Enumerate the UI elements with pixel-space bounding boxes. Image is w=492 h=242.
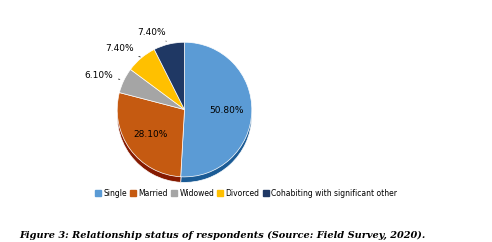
Wedge shape [120, 69, 184, 110]
Text: 50.80%: 50.80% [209, 106, 244, 115]
Wedge shape [120, 75, 184, 115]
Wedge shape [154, 42, 184, 110]
Text: 6.10%: 6.10% [84, 71, 120, 80]
Wedge shape [181, 42, 252, 177]
Wedge shape [154, 48, 184, 115]
Wedge shape [117, 98, 184, 182]
Wedge shape [117, 93, 184, 177]
Legend: Single, Married, Widowed, Divorced, Cohabiting with significant other: Single, Married, Widowed, Divorced, Coha… [93, 187, 399, 199]
Wedge shape [130, 55, 184, 115]
Text: 7.40%: 7.40% [138, 28, 166, 41]
Text: 7.40%: 7.40% [105, 44, 140, 57]
Text: Figure 3: Relationship status of respondents (Source: Field Survey, 2020).: Figure 3: Relationship status of respond… [20, 230, 426, 240]
Wedge shape [181, 48, 252, 182]
Text: 28.10%: 28.10% [133, 130, 168, 139]
Wedge shape [130, 49, 184, 110]
